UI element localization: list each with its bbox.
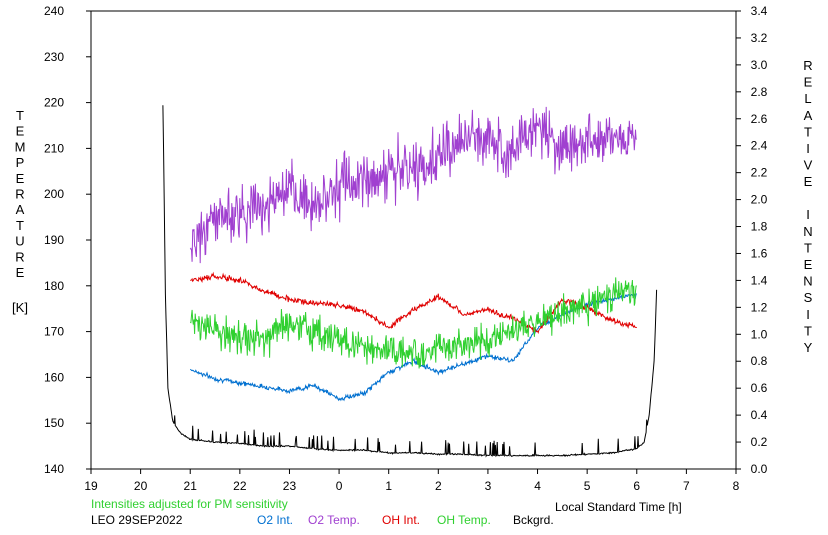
y-left-tick-label: 170: [44, 325, 64, 339]
x-tick-label: 6: [633, 479, 640, 493]
axis-title-letter: E: [804, 174, 813, 189]
y-right-tick-label: 0.0: [751, 462, 768, 476]
y-left-tick-label: 220: [44, 96, 64, 110]
y-right-tick-label: 3.0: [751, 58, 768, 72]
y-left-tick-label: 150: [44, 416, 64, 430]
x-tick-label: 8: [733, 479, 740, 493]
x-tick-label: 0: [336, 479, 343, 493]
axis-title-letter: I: [806, 307, 810, 322]
y-right-tick-label: 2.4: [751, 139, 768, 153]
legend-bckgrd: Bckgrd.: [513, 513, 554, 527]
axis-title-letter: T: [804, 323, 812, 338]
x-tick-label: 21: [184, 479, 198, 493]
y-right-tick-label: 1.0: [751, 327, 768, 341]
axis-title-letter: Y: [804, 340, 813, 355]
axis-title-letter: T: [16, 218, 24, 233]
legend-oh-int: OH Int.: [382, 513, 421, 527]
y-left-tick-label: 160: [44, 370, 64, 384]
axis-title-letter: E: [16, 265, 25, 280]
y-left-tick-label: 180: [44, 279, 64, 293]
axis-title-letter: E: [804, 75, 813, 90]
axis-title-letter: T: [804, 240, 812, 255]
series-oh-int-line: [190, 271, 637, 334]
x-tick-label: 22: [233, 479, 247, 493]
y-right-tick-label: 0.6: [751, 381, 768, 395]
y-left-tick-label: 140: [44, 462, 64, 476]
y-right-tick-label: 3.4: [751, 4, 768, 18]
y-right-tick-label: 0.2: [751, 435, 768, 449]
y-right-tick-label: 1.4: [751, 273, 768, 287]
y-right-tick-label: 2.8: [751, 85, 768, 99]
series-oh-temp-line: [190, 277, 637, 369]
station-date-label: LEO 29SEP2022: [91, 513, 183, 527]
y-left-tick-label: 230: [44, 50, 64, 64]
axis-title-letter: V: [804, 158, 813, 173]
x-tick-label: 4: [534, 479, 541, 493]
axis-title-letter: R: [15, 187, 24, 202]
y-right-tick-label: 0.4: [751, 408, 768, 422]
x-tick-label: 1: [385, 479, 392, 493]
axis-title-letter: R: [15, 249, 24, 264]
axis-title-letter: E: [16, 171, 25, 186]
legend-o2-temp: O2 Temp.: [308, 513, 360, 527]
x-tick-label: 23: [283, 479, 297, 493]
axis-title-letter: E: [16, 124, 25, 139]
sensitivity-note: Intensities adjusted for PM sensitivity: [91, 497, 288, 511]
y-left-tick-label: 210: [44, 141, 64, 155]
axis-title-letter: L: [804, 91, 811, 106]
axis-title-letter: N: [803, 274, 812, 289]
axis-title-letter: E: [804, 257, 813, 272]
axis-title-letter: P: [16, 155, 25, 170]
x-axis-title: Local Standard Time [h]: [555, 500, 682, 514]
axis-title-letter: I: [806, 207, 810, 222]
ticks-layer: 19 20 21 22 23 0 1 2 3 4 5 6 7 8140150160170180190200…: [44, 4, 768, 493]
y-right-tick-label: 2.2: [751, 166, 768, 180]
axis-title-letter: T: [804, 124, 812, 139]
y-right-tick-label: 3.2: [751, 31, 768, 45]
x-tick-label: 5: [584, 479, 591, 493]
axis-title-letter: N: [803, 224, 812, 239]
plot-frame: [90, 10, 737, 470]
x-tick-label: 20: [134, 479, 148, 493]
y-right-tick-label: 1.6: [751, 246, 768, 260]
y-left-tick-label: 190: [44, 233, 64, 247]
axis-title-letter: U: [15, 234, 24, 249]
axis-title-letter: M: [15, 139, 26, 154]
y-right-tick-label: 2.6: [751, 112, 768, 126]
axis-title-letter: A: [804, 108, 813, 123]
series-bckgrd-line: [162, 105, 658, 458]
axis-title-letter: S: [804, 290, 813, 305]
y-left-tick-label: 200: [44, 187, 64, 201]
axis-title-letter: I: [806, 141, 810, 156]
y-right-tick-label: 1.8: [751, 220, 768, 234]
y-left-tick-label: 240: [44, 4, 64, 18]
series-o2-temp-line: [189, 106, 637, 264]
axis-title-letter: T: [16, 108, 24, 123]
legend-o2-int: O2 Int.: [257, 513, 294, 527]
x-tick-label: 3: [485, 479, 492, 493]
y-left-axis-unit: [K]: [12, 300, 28, 315]
x-tick-label: 7: [683, 479, 690, 493]
series-layer: [162, 105, 658, 458]
axis-title-letter: R: [803, 58, 812, 73]
y-right-tick-label: 2.0: [751, 193, 768, 207]
x-tick-label: 2: [435, 479, 442, 493]
axis-title-letter: A: [16, 202, 25, 217]
x-tick-label: 19: [84, 479, 98, 493]
legend-oh-temp: OH Temp.: [437, 513, 491, 527]
y-right-tick-label: 0.8: [751, 354, 768, 368]
y-right-tick-label: 1.2: [751, 300, 768, 314]
